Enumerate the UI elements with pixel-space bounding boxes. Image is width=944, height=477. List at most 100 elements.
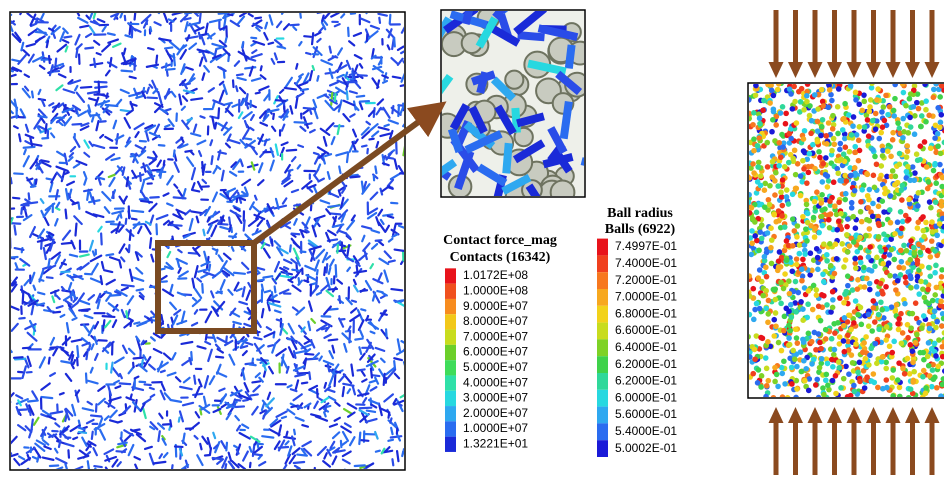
contact bbox=[161, 371, 165, 372]
contact bbox=[352, 215, 355, 220]
ball bbox=[752, 233, 758, 239]
contact bbox=[220, 227, 228, 229]
contact bbox=[166, 69, 175, 70]
ball bbox=[821, 103, 827, 109]
contact bbox=[226, 189, 235, 193]
ball bbox=[939, 267, 944, 273]
ball bbox=[824, 252, 830, 258]
ball bbox=[790, 156, 796, 162]
ball bbox=[765, 378, 771, 384]
contact bbox=[329, 339, 338, 340]
ball bbox=[762, 204, 768, 210]
ball bbox=[896, 360, 902, 366]
contact bbox=[216, 357, 223, 358]
ball bbox=[874, 255, 880, 261]
contact bbox=[51, 338, 54, 345]
ball bbox=[746, 116, 752, 122]
ball bbox=[847, 243, 853, 249]
ball bbox=[935, 105, 941, 111]
ball bbox=[778, 264, 784, 270]
ball bbox=[801, 358, 807, 364]
legend-swatch bbox=[597, 440, 608, 457]
contact bbox=[276, 274, 280, 279]
contact bbox=[225, 103, 232, 105]
ball bbox=[798, 349, 804, 355]
ball bbox=[835, 104, 841, 110]
contact bbox=[194, 376, 195, 384]
contact bbox=[348, 404, 357, 409]
contact bbox=[189, 44, 196, 49]
ball bbox=[879, 198, 885, 204]
ball bbox=[746, 111, 752, 117]
ball bbox=[786, 160, 792, 166]
ball bbox=[908, 342, 914, 348]
ball bbox=[799, 278, 805, 284]
contact bbox=[343, 452, 351, 456]
contact bbox=[166, 64, 167, 68]
contact bbox=[375, 166, 376, 173]
ball bbox=[787, 291, 793, 297]
ball bbox=[776, 340, 782, 346]
contact bbox=[178, 250, 181, 252]
contact bbox=[343, 387, 344, 396]
ball bbox=[778, 110, 784, 116]
contact bbox=[84, 190, 92, 191]
contact bbox=[120, 383, 130, 384]
ball bbox=[926, 265, 932, 271]
ball bbox=[903, 103, 909, 109]
ball bbox=[771, 333, 777, 339]
ball bbox=[870, 147, 876, 153]
contact bbox=[351, 365, 353, 376]
ball bbox=[771, 317, 777, 323]
contact bbox=[294, 462, 304, 463]
ball bbox=[812, 199, 818, 205]
ball bbox=[878, 130, 884, 136]
ball bbox=[916, 291, 922, 297]
contact bbox=[366, 419, 377, 422]
contact bbox=[362, 146, 367, 147]
contact bbox=[2, 280, 10, 283]
contact bbox=[203, 53, 206, 62]
ball bbox=[842, 101, 848, 107]
legend-title: Contact force_mag bbox=[443, 233, 557, 248]
contact bbox=[164, 193, 169, 195]
ball bbox=[933, 263, 939, 269]
ball bbox=[866, 267, 872, 273]
contact bbox=[312, 33, 313, 44]
contact bbox=[48, 259, 49, 267]
contact bbox=[146, 133, 148, 141]
legend-swatch bbox=[597, 323, 608, 340]
contact bbox=[260, 123, 267, 126]
contact bbox=[178, 190, 181, 195]
ball bbox=[827, 241, 833, 247]
contact bbox=[87, 16, 90, 19]
contact bbox=[350, 437, 355, 445]
ball bbox=[767, 202, 773, 208]
contact bbox=[150, 388, 154, 389]
contact bbox=[41, 160, 49, 162]
contact bbox=[136, 268, 142, 274]
ball bbox=[907, 96, 913, 102]
ball bbox=[786, 131, 792, 137]
contact bbox=[302, 441, 310, 446]
ball bbox=[904, 143, 910, 149]
contact bbox=[355, 140, 357, 144]
ball bbox=[898, 248, 904, 254]
ball bbox=[820, 179, 826, 185]
ball bbox=[838, 156, 844, 162]
contact bbox=[226, 144, 230, 148]
load-arrow bbox=[866, 407, 881, 475]
contact bbox=[318, 164, 320, 168]
contact bbox=[25, 87, 28, 91]
contact bbox=[14, 173, 23, 174]
ball bbox=[864, 171, 870, 177]
ball bbox=[791, 84, 797, 90]
contact bbox=[372, 132, 378, 137]
ball bbox=[772, 379, 778, 385]
ball bbox=[863, 334, 869, 340]
contact bbox=[122, 310, 125, 317]
contact bbox=[245, 67, 255, 68]
contact bbox=[66, 189, 68, 199]
ball bbox=[918, 124, 924, 130]
ball bbox=[787, 342, 793, 348]
